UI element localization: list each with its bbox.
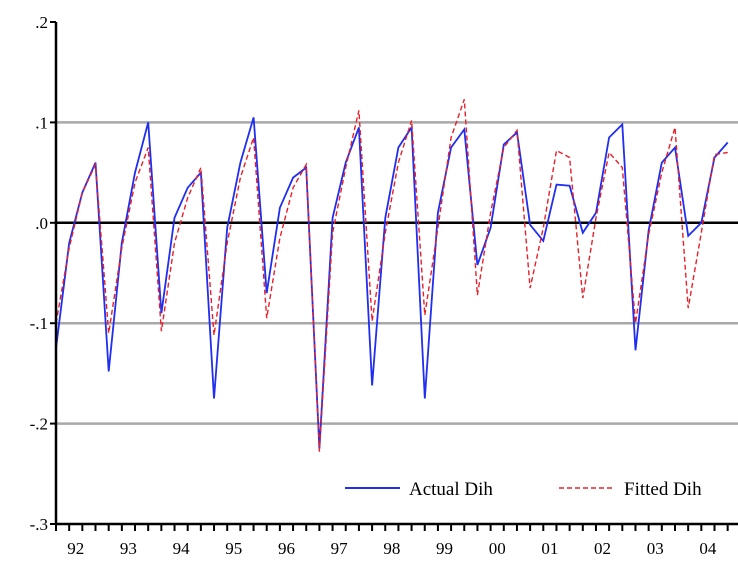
series-line-fitted xyxy=(55,99,728,452)
x-tick-label: 97 xyxy=(331,539,349,558)
x-tick-label: 00 xyxy=(489,539,506,558)
series-lines xyxy=(55,99,729,452)
x-tick-label: 01 xyxy=(541,539,558,558)
x-tick-label: 95 xyxy=(225,539,242,558)
x-tick-label: 94 xyxy=(173,539,191,558)
y-tick-label: -.2 xyxy=(30,415,48,434)
legend-label-actual: Actual Dih xyxy=(409,479,493,500)
legend-label-fitted: Fitted Dih xyxy=(624,479,702,500)
x-tick-label: 99 xyxy=(436,539,453,558)
gridlines xyxy=(56,121,738,425)
x-tick-label: 02 xyxy=(594,539,611,558)
x-tick-label: 03 xyxy=(647,539,664,558)
series-line-actual xyxy=(55,117,729,449)
x-tick-label: 98 xyxy=(383,539,400,558)
y-tick-label: .1 xyxy=(35,113,48,132)
x-tick-label: 04 xyxy=(699,539,717,558)
y-tick-label: .0 xyxy=(35,214,48,233)
x-axis-ticks: 92 93 94 95 96 97 98 99 00 01 02 03 04 xyxy=(55,524,729,558)
y-tick-label: -.3 xyxy=(30,515,48,534)
y-tick-label: -.1 xyxy=(30,314,48,333)
x-tick-label: 93 xyxy=(120,539,137,558)
x-tick-label: 92 xyxy=(67,539,84,558)
y-tick-label: .2 xyxy=(35,13,48,32)
y-axis-ticks: .2 .1 .0 -.1 -.2 -.3 xyxy=(30,13,56,534)
x-tick-label: 96 xyxy=(278,539,295,558)
legend: Actual Dih Fitted Dih xyxy=(345,479,702,500)
